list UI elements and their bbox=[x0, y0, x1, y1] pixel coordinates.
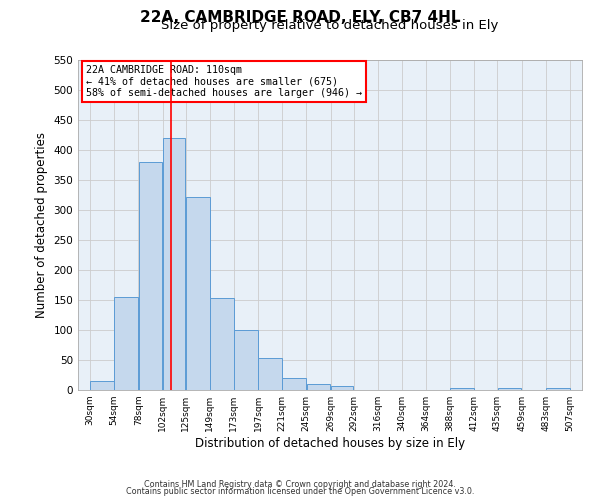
Text: 22A, CAMBRIDGE ROAD, ELY, CB7 4HL: 22A, CAMBRIDGE ROAD, ELY, CB7 4HL bbox=[140, 10, 460, 25]
Text: 22A CAMBRIDGE ROAD: 110sqm
← 41% of detached houses are smaller (675)
58% of sem: 22A CAMBRIDGE ROAD: 110sqm ← 41% of deta… bbox=[86, 65, 362, 98]
Bar bbox=[210, 298, 234, 390]
Bar bbox=[90, 381, 114, 390]
Bar bbox=[331, 386, 353, 390]
Title: Size of property relative to detached houses in Ely: Size of property relative to detached ho… bbox=[161, 20, 499, 32]
Bar bbox=[283, 378, 306, 390]
Bar bbox=[234, 330, 258, 390]
Bar bbox=[139, 162, 163, 390]
Bar bbox=[115, 297, 138, 390]
Bar bbox=[186, 197, 209, 390]
X-axis label: Distribution of detached houses by size in Ely: Distribution of detached houses by size … bbox=[195, 437, 465, 450]
Bar bbox=[497, 388, 521, 390]
Bar bbox=[451, 388, 474, 390]
Bar bbox=[258, 358, 282, 390]
Text: Contains HM Land Registry data © Crown copyright and database right 2024.: Contains HM Land Registry data © Crown c… bbox=[144, 480, 456, 489]
Bar bbox=[546, 388, 570, 390]
Bar bbox=[307, 384, 331, 390]
Y-axis label: Number of detached properties: Number of detached properties bbox=[35, 132, 48, 318]
Bar bbox=[163, 138, 185, 390]
Text: Contains public sector information licensed under the Open Government Licence v3: Contains public sector information licen… bbox=[126, 487, 474, 496]
